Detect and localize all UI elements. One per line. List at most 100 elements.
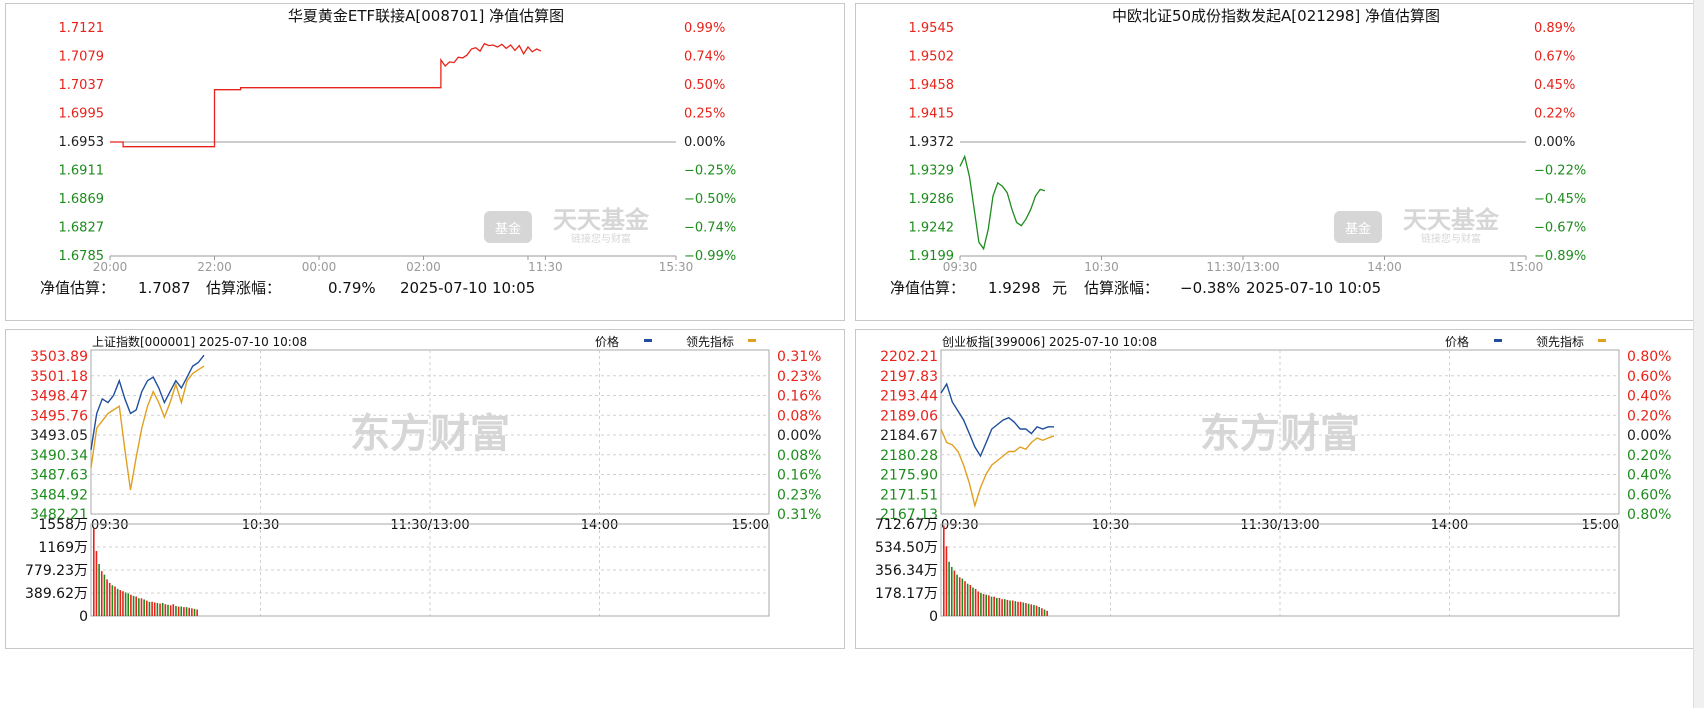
y-tick-label-right: 0.00% (777, 428, 821, 444)
volume-bar (988, 595, 990, 616)
volume-bar (98, 564, 100, 616)
nav-estimate-label: 净值估算： (890, 279, 965, 297)
watermark-badge-bg (1334, 211, 1382, 243)
volume-bar (153, 602, 156, 616)
volume-tick-label: 356.34万 (875, 563, 938, 579)
volume-tick-label: 534.50万 (875, 540, 938, 556)
volume-bar (1025, 603, 1027, 616)
y-tick-label-right: 0.16% (777, 389, 821, 405)
volume-bar (185, 607, 188, 616)
volume-bar (140, 598, 143, 616)
y-tick-label-right: 0.80% (1627, 507, 1671, 523)
volume-bar (119, 590, 122, 616)
y-tick-label: 1.9545 (909, 21, 955, 36)
volume-bar (108, 582, 111, 616)
volume-bar (196, 609, 198, 616)
y-tick-label: 1.6869 (59, 192, 105, 207)
y-tick-label: 2184.67 (880, 428, 938, 444)
y-tick-label: 1.7121 (59, 21, 105, 36)
x-tick-label: 15:00 (1582, 518, 1619, 533)
volume-bar (103, 574, 106, 616)
legend-lead-swatch (1598, 339, 1606, 342)
volume-bar (1027, 603, 1030, 616)
volume-bar (1009, 600, 1011, 616)
volume-bar (1003, 599, 1006, 616)
vertical-scrollbar[interactable] (1693, 0, 1704, 708)
y-tick-label-right: 0.00% (1627, 428, 1671, 444)
y-tick-label: 3490.34 (30, 448, 88, 464)
volume-bar (159, 603, 161, 616)
volume-bar (977, 591, 980, 616)
watermark-badge-bg (484, 211, 532, 243)
volume-bar (161, 603, 164, 616)
y-tick-label: 3503.89 (30, 349, 88, 365)
y-tick-label-right: 0.50% (684, 78, 725, 93)
x-tick-label: 11:30/13:00 (390, 518, 469, 533)
y-tick-label-right: 0.23% (777, 487, 821, 503)
volume-bar (980, 592, 982, 616)
volume-bar (183, 607, 185, 616)
volume-bar (1022, 602, 1025, 616)
y-tick-label-right: −0.45% (1534, 192, 1586, 207)
y-tick-label: 3495.76 (30, 408, 88, 424)
volume-bar (193, 608, 196, 616)
volume-bar (106, 579, 108, 616)
y-tick-label-right: 0.25% (684, 107, 725, 122)
volume-bar (958, 577, 961, 616)
y-tick-label: 1.9458 (909, 78, 955, 93)
nav-estimate-value: 1.7087 (138, 279, 191, 297)
volume-tick-label: 389.62万 (25, 586, 88, 602)
volume-bar (990, 596, 993, 616)
y-tick-label-right: −0.99% (684, 249, 736, 264)
price-line (940, 382, 1054, 458)
volume-bar (1046, 610, 1048, 616)
legend-price-label: 价格 (1445, 334, 1469, 349)
x-tick-label: 11:30/13:00 (1206, 260, 1279, 274)
y-tick-label-right: 0.16% (777, 468, 821, 484)
legend-lead-swatch (748, 339, 756, 342)
x-tick-label: 10:30 (242, 518, 279, 533)
watermark-slogan: 链接您与财富 (1421, 232, 1481, 245)
volume-bar (1001, 599, 1003, 616)
nav-line (959, 154, 1046, 251)
watermark-badge-text: 基金 (495, 221, 521, 237)
legend-lead-label: 领先指标 (1536, 334, 1584, 349)
volume-bar (93, 528, 95, 616)
watermark-slogan: 链接您与财富 (571, 232, 631, 245)
x-tick-label: 09:30 (943, 260, 978, 274)
volume-bar (961, 578, 964, 616)
change-value: 0.79% (328, 279, 376, 297)
index-title: 创业板指[399006] 2025-07-10 10:08 (942, 334, 1157, 349)
y-tick-label-right: 0.80% (1627, 349, 1671, 365)
y-tick-label-right: 0.08% (777, 448, 821, 464)
volume-bar (953, 570, 956, 616)
volume-bar (945, 546, 948, 616)
estimate-datetime: 2025-07-10 10:05 (1246, 279, 1381, 297)
x-tick-label: 14:00 (1431, 518, 1468, 533)
volume-bar (996, 597, 998, 616)
y-tick-label: 3493.05 (30, 428, 88, 444)
x-tick-label: 09:30 (941, 518, 978, 533)
index-panel-shanghai: 上证指数[000001] 2025-07-10 10:08 价格 领先指标 3503.… (5, 329, 845, 649)
volume-bar (972, 587, 974, 616)
y-tick-label: 1.9286 (909, 192, 955, 207)
y-tick-label: 3484.92 (30, 487, 88, 503)
volume-bar (148, 601, 151, 616)
y-tick-label-right: 0.40% (1627, 468, 1671, 484)
y-tick-label-right: 0.31% (777, 349, 821, 365)
volume-bar (1014, 601, 1017, 616)
x-tick-label: 20:00 (93, 260, 128, 274)
x-tick-label: 22:00 (197, 260, 232, 274)
y-tick-label: 1.9199 (909, 249, 955, 264)
volume-bar (985, 594, 987, 616)
price-line (90, 354, 205, 451)
volume-bar (943, 525, 945, 616)
volume-bar (950, 566, 953, 616)
y-tick-label: 2197.83 (880, 369, 938, 385)
y-tick-label: 1.6995 (59, 107, 105, 122)
x-tick-label: 15:00 (732, 518, 769, 533)
nav-estimate-label: 净值估算： (40, 279, 115, 297)
volume-bar (948, 561, 950, 616)
volume-tick-label: 779.23万 (25, 563, 88, 579)
